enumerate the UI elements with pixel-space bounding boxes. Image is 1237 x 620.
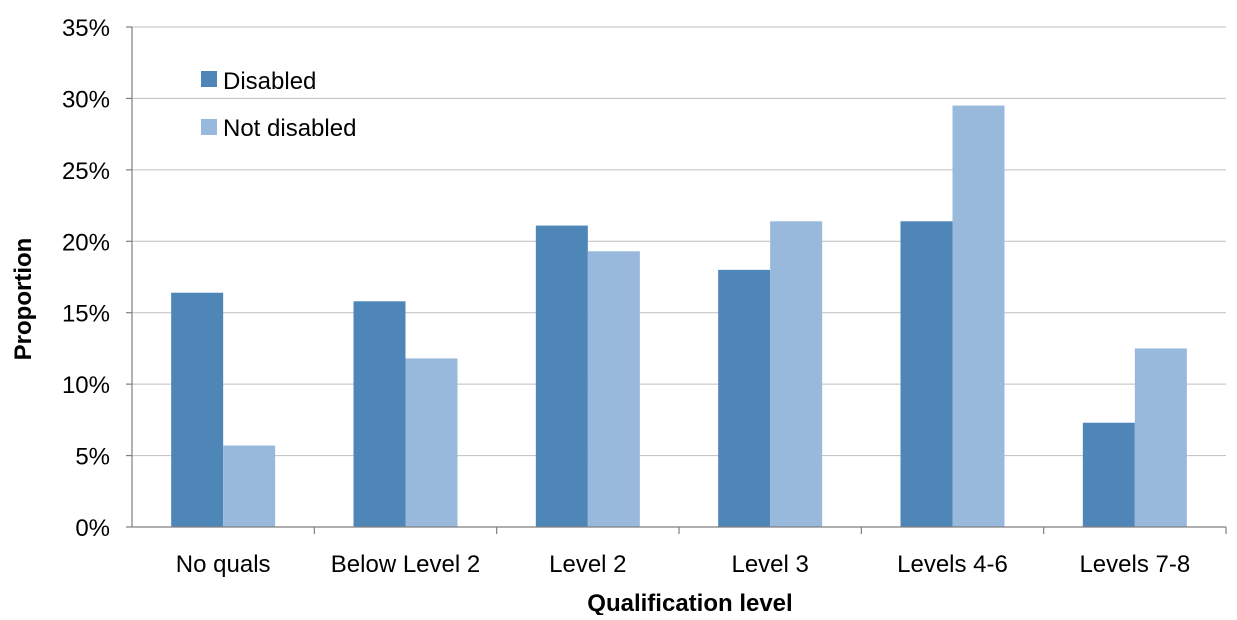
x-axis-title: Qualification level <box>587 590 792 615</box>
y-axis-title: Proportion <box>10 238 37 361</box>
y-tick-label: 10% <box>62 372 110 399</box>
bar-not-disabled <box>952 105 1005 528</box>
axes <box>126 26 1227 534</box>
bar-disabled <box>718 269 771 527</box>
bar-disabled <box>353 301 406 527</box>
x-category-label: Level 2 <box>549 551 626 578</box>
bar-disabled <box>1082 422 1135 527</box>
bar-disabled <box>535 225 588 528</box>
x-category-label: Below Level 2 <box>331 551 480 578</box>
y-tick-labels: 0% 5% 10% 15% 20% 25% 30% 35% <box>62 15 110 542</box>
y-tick-label: 35% <box>62 15 110 42</box>
y-tick-label: 25% <box>62 158 110 185</box>
legend-label-not-disabled: Not disabled <box>223 115 356 142</box>
x-category-labels: No quals Below Level 2 Level 2 Level 3 Level… <box>176 551 1190 578</box>
bar-disabled <box>171 292 224 527</box>
y-tick-label: 20% <box>62 229 110 256</box>
x-category-label: No quals <box>176 551 271 578</box>
bar-not-disabled <box>405 358 458 527</box>
y-tick-label: 5% <box>75 444 110 471</box>
y-tick-label: 0% <box>75 515 110 542</box>
y-tick-label: 30% <box>62 86 110 113</box>
bar-disabled <box>900 221 953 528</box>
bar-not-disabled <box>770 221 823 528</box>
y-tick-label: 15% <box>62 301 110 328</box>
bar-not-disabled <box>587 251 640 528</box>
bars <box>171 105 1187 528</box>
bar-not-disabled <box>1134 348 1187 527</box>
legend: Disabled Not disabled <box>201 68 356 142</box>
x-category-label: Level 3 <box>731 551 808 578</box>
legend-swatch-disabled <box>201 71 217 87</box>
gridlines <box>132 26 1226 457</box>
x-category-label: Levels 4-6 <box>897 551 1008 578</box>
legend-label-disabled: Disabled <box>223 68 316 95</box>
bar-not-disabled <box>223 445 276 527</box>
x-category-label: Levels 7-8 <box>1079 551 1190 578</box>
legend-swatch-not-disabled <box>201 119 217 135</box>
